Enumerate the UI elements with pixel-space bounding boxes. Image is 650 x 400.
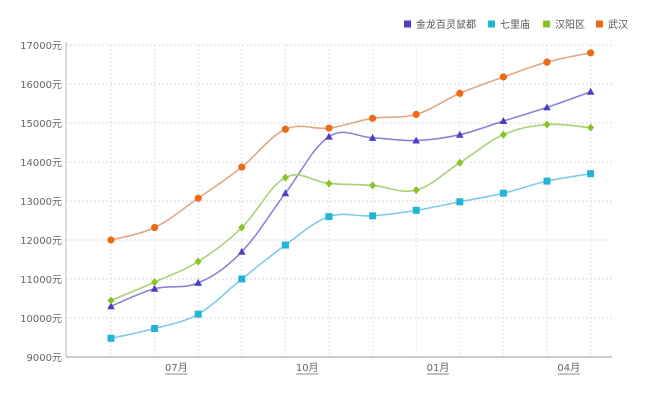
data-point (456, 158, 464, 167)
y-tick-label: 12000元 (20, 236, 62, 247)
data-point (456, 198, 464, 206)
data-point (107, 302, 115, 310)
data-point (412, 110, 420, 119)
y-tick-label: 14000元 (20, 158, 62, 169)
x-tick-label: 07月 (165, 362, 188, 374)
data-point (499, 117, 508, 125)
series-line (110, 52, 591, 241)
legend-swatch (543, 20, 550, 28)
data-point (194, 310, 202, 318)
data-point (412, 136, 420, 144)
data-point (194, 257, 202, 266)
y-tick-label: 15000元 (20, 119, 62, 130)
series-line (110, 172, 591, 340)
data-point (499, 189, 507, 197)
data-point (587, 123, 595, 132)
data-point (238, 223, 246, 232)
series-line (110, 123, 591, 302)
data-point (238, 247, 246, 255)
data-point (107, 236, 115, 244)
legend-item: 汉阳区 (543, 19, 585, 31)
data-point (325, 179, 333, 188)
data-point (369, 181, 377, 190)
y-tick-label: 11000元 (20, 275, 62, 286)
data-point (587, 170, 595, 178)
data-point (368, 133, 377, 141)
grid (66, 44, 612, 357)
data-point (543, 103, 551, 111)
y-tick-label: 17000元 (20, 41, 62, 52)
data-point (325, 213, 333, 221)
x-tick-label: 10月 (296, 362, 319, 374)
data-point (587, 49, 595, 57)
legend-label: 汉阳区 (555, 19, 585, 31)
series-2 (107, 120, 595, 305)
data-point (499, 130, 507, 139)
legend-swatch (488, 20, 495, 28)
data-point (543, 58, 551, 66)
data-point (543, 120, 551, 129)
data-point (412, 186, 420, 195)
data-point (499, 73, 507, 81)
data-point (194, 194, 202, 202)
series-1 (107, 170, 595, 342)
data-point (194, 278, 202, 286)
data-point (543, 177, 551, 185)
data-point (150, 284, 159, 292)
legend-label: 七里庙 (500, 18, 530, 31)
legend-item: 七里庙 (488, 18, 530, 31)
data-point (325, 132, 333, 140)
x-tick-label: 04月 (557, 362, 580, 374)
data-point (412, 206, 420, 214)
series-3 (107, 49, 595, 244)
legend-swatch (404, 20, 411, 28)
legend-swatch (596, 20, 603, 28)
data-point (456, 89, 464, 97)
data-point (238, 275, 246, 283)
data-point (238, 163, 246, 171)
data-point (151, 223, 159, 232)
data-point (107, 296, 115, 305)
y-tick-label: 9000元 (27, 353, 62, 364)
data-point (369, 114, 377, 122)
series-group (107, 49, 595, 342)
legend-item: 武汉 (596, 18, 628, 31)
data-point (456, 130, 464, 138)
x-tick-label: 01月 (427, 362, 450, 374)
data-point (281, 241, 289, 249)
data-point (281, 173, 289, 182)
y-tick-label: 16000元 (20, 80, 62, 91)
data-point (281, 125, 289, 133)
legend-label: 武汉 (608, 18, 628, 31)
data-point (107, 334, 115, 342)
legend: 金龙百灵鼠都 七里庙 汉阳区 武汉 (404, 18, 628, 31)
data-point (369, 212, 377, 220)
axes: 9000元 10000元 11000元 12000元 13000元 14000元 15000… (20, 41, 612, 375)
legend-label: 金龙百灵鼠都 (416, 18, 476, 31)
data-point (151, 278, 159, 287)
data-point (281, 189, 290, 197)
data-point (325, 124, 333, 132)
y-tick-label: 13000元 (20, 197, 62, 208)
data-point (586, 87, 595, 95)
data-point (151, 325, 159, 333)
series-0 (107, 87, 595, 310)
legend-item: 金龙百灵鼠都 (404, 18, 476, 31)
y-tick-label: 10000元 (20, 314, 62, 325)
